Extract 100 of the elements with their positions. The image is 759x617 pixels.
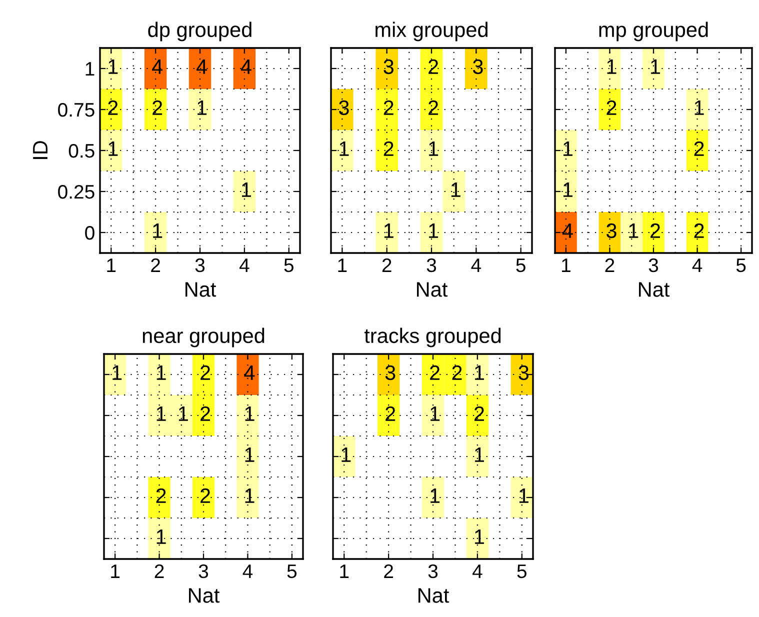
x-axis-title: Nat: [189, 588, 220, 603]
data-label: 2: [386, 406, 396, 421]
x-tick-label: 3: [428, 564, 438, 578]
x-tick-label: 5: [736, 258, 746, 272]
x-axis-title: Nat: [417, 282, 448, 297]
data-label: 4: [244, 366, 255, 380]
data-label: 1: [629, 224, 638, 238]
data-label: 1: [198, 100, 207, 115]
x-axis-title: Nat: [639, 282, 670, 297]
x-tick-label: 1: [111, 564, 120, 578]
data-label: 1: [563, 142, 572, 156]
x-tick-label: 3: [426, 258, 436, 272]
data-label: 1: [153, 224, 162, 238]
data-label: 3: [472, 59, 483, 74]
chart-title: mp grouped: [599, 22, 708, 42]
data-label: 3: [518, 365, 529, 380]
data-label: 2: [384, 100, 394, 115]
data-label: 2: [474, 406, 484, 421]
x-tick-label: 1: [340, 564, 349, 578]
x-axis-title: Nat: [418, 588, 450, 603]
x-tick-label: 2: [605, 258, 614, 272]
data-label: 1: [245, 406, 254, 421]
x-tick-label: 4: [471, 258, 482, 272]
x-tick-label: 4: [472, 564, 482, 578]
x-tick-label: 2: [154, 564, 164, 578]
data-label: 1: [607, 60, 616, 74]
data-label: 4: [562, 224, 573, 238]
y-tick-label: 0.25: [58, 184, 94, 199]
x-tick-label: 2: [384, 564, 393, 578]
data-label: 1: [245, 488, 254, 503]
y-tick-label: 0.5: [68, 144, 94, 158]
x-tick-label: 4: [692, 258, 702, 272]
data-label: 1: [451, 182, 460, 197]
data-label: 2: [428, 59, 438, 74]
data-label: 1: [519, 488, 528, 503]
x-tick-label: 5: [284, 258, 294, 272]
data-label: 2: [156, 488, 166, 503]
y-tick-label: 1: [86, 62, 94, 76]
data-label: 1: [475, 448, 484, 462]
data-label: 1: [156, 366, 166, 380]
data-label: 1: [430, 488, 440, 503]
data-label: 1: [651, 60, 660, 74]
data-label: 1: [178, 406, 188, 421]
data-label: 2: [200, 365, 210, 380]
data-label: 2: [452, 365, 462, 380]
data-label: 4: [152, 60, 163, 74]
data-label: 2: [694, 223, 704, 238]
data-label: 1: [340, 142, 349, 156]
chart-title: near grouped: [142, 328, 264, 348]
data-label: 1: [245, 448, 254, 462]
x-tick-label: 2: [151, 258, 160, 272]
data-label: 1: [342, 448, 351, 462]
y-tick-label: 0.75: [58, 102, 94, 117]
x-tick-label: 1: [562, 258, 570, 272]
data-label: 1: [384, 224, 394, 238]
x-tick-label: 4: [242, 564, 253, 578]
data-label: 2: [428, 100, 438, 115]
data-label: 2: [650, 223, 660, 238]
data-label: 1: [475, 366, 484, 380]
data-label: 2: [606, 100, 616, 115]
data-label: 1: [430, 406, 440, 421]
data-label: 1: [563, 182, 572, 197]
data-label: 2: [694, 141, 704, 156]
data-label: 4: [240, 60, 252, 74]
chart-title: tracks grouped: [364, 328, 501, 348]
x-tick-label: 3: [198, 564, 208, 578]
x-tick-label: 1: [107, 258, 116, 272]
x-tick-label: 5: [516, 258, 526, 272]
chart-title: dp grouped: [148, 22, 252, 42]
x-tick-label: 5: [287, 564, 297, 578]
x-tick-label: 4: [239, 258, 250, 272]
data-label: 2: [108, 100, 118, 115]
data-label: 3: [384, 59, 394, 74]
data-label: 1: [108, 142, 118, 156]
data-label: 1: [108, 60, 118, 74]
x-tick-label: 2: [382, 258, 392, 272]
data-label: 1: [112, 366, 122, 380]
data-label: 1: [475, 530, 484, 544]
data-label: 1: [429, 224, 438, 238]
data-label: 3: [606, 223, 616, 238]
x-tick-label: 5: [517, 564, 526, 578]
x-axis-title: Nat: [186, 282, 216, 297]
data-label: 4: [196, 60, 207, 74]
data-label: 2: [200, 406, 210, 421]
data-label: 2: [384, 141, 394, 156]
x-tick-label: 3: [195, 258, 205, 272]
x-tick-label: 3: [648, 258, 658, 272]
data-label: 3: [385, 365, 396, 380]
data-label: 2: [152, 100, 162, 115]
data-label: 1: [694, 100, 704, 115]
data-label: 3: [338, 100, 349, 116]
y-tick-label: 0: [85, 226, 94, 240]
data-label: 2: [200, 488, 210, 503]
x-tick-label: 1: [338, 258, 347, 272]
data-label: 2: [430, 365, 440, 380]
data-label: 1: [242, 182, 251, 197]
data-label: 1: [156, 406, 166, 421]
y-axis-title: ID: [33, 141, 48, 159]
data-label: 1: [156, 530, 166, 544]
data-label: 1: [429, 142, 438, 156]
